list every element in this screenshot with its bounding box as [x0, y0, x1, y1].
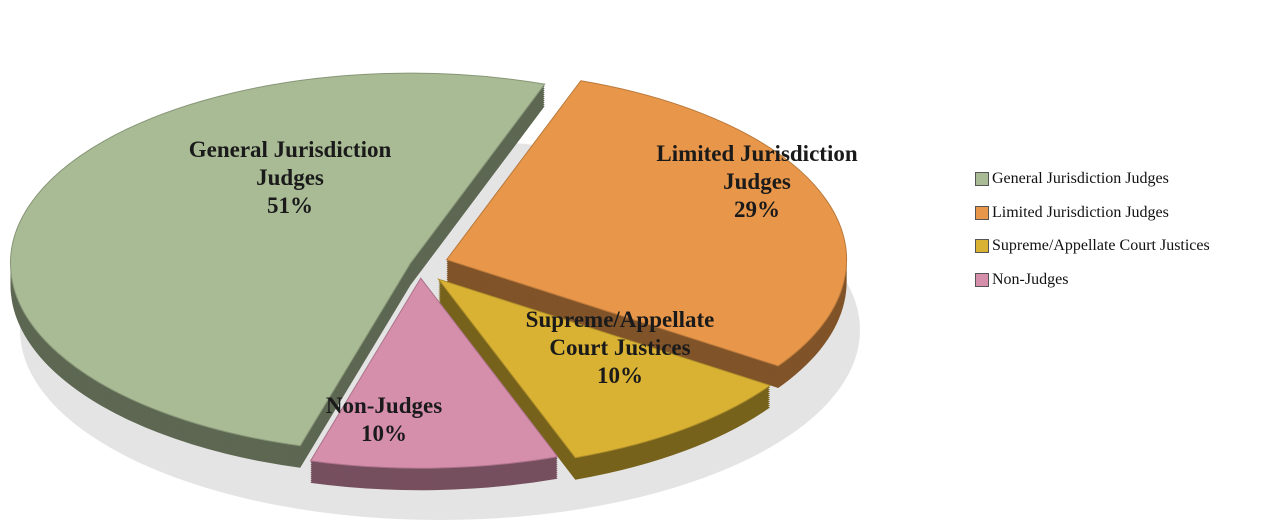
data-label-value: 10% [361, 421, 407, 446]
data-label-value: 10% [597, 363, 643, 388]
data-label-name: Non-Judges [325, 393, 443, 418]
legend-entry: Supreme/Appellate Court Justices [975, 237, 1210, 255]
slice [445, 80, 848, 367]
data-label: General Jurisdiction Judges 51% [160, 136, 420, 220]
data-label-value: 51% [267, 193, 313, 218]
data-label-name: Limited Jurisdiction Judges [656, 141, 858, 194]
slice [309, 277, 559, 469]
legend-entry: General Jurisdiction Judges [975, 170, 1169, 188]
legend-swatch [975, 172, 989, 186]
legend-entry: Limited Jurisdiction Judges [975, 204, 1169, 222]
legend-label: Non-Judges [992, 270, 1069, 288]
legend-label: Limited Jurisdiction Judges [992, 203, 1169, 221]
data-label-value: 29% [734, 197, 780, 222]
data-label: Non-Judges 10% [284, 392, 484, 448]
data-label-name: Supreme/Appellate Court Justices [525, 307, 715, 360]
legend-swatch [975, 239, 989, 253]
legend-label: Supreme/Appellate Court Justices [992, 237, 1210, 254]
slice [9, 72, 546, 447]
legend-entry: Non-Judges [975, 271, 1068, 289]
legend-swatch [975, 205, 989, 220]
legend-label: General Jurisdiction Judges [992, 170, 1169, 187]
data-label-name: General Jurisdiction Judges [188, 137, 392, 190]
legend-swatch [975, 272, 989, 287]
data-label: Limited Jurisdiction Judges 29% [627, 140, 887, 224]
data-label: Supreme/Appellate Court Justices 10% [495, 306, 745, 390]
slice [437, 278, 772, 459]
